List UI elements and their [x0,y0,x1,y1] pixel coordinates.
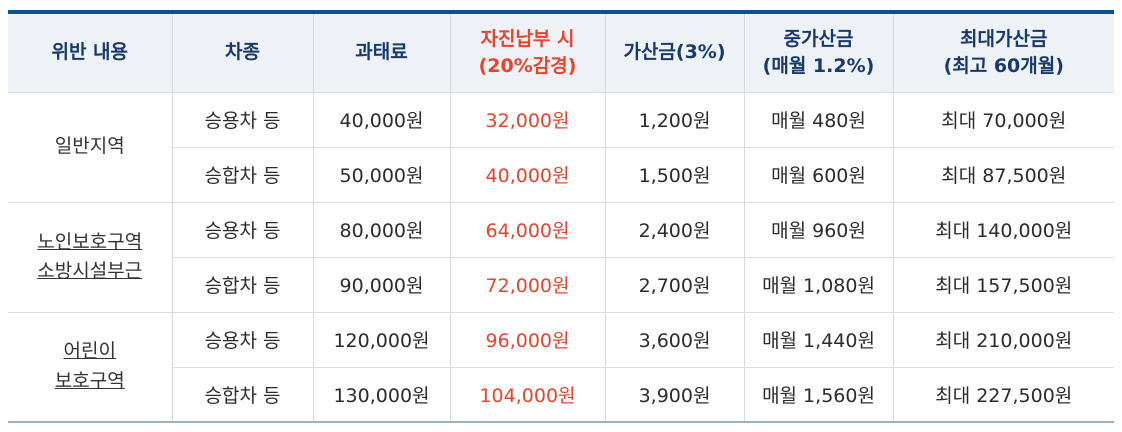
max-surcharge-cell: 최대 70,000원 [893,92,1114,148]
table-row: 어린이 보호구역 승용차 등 120,000원 96,000원 3,600원 매월 1,44… [8,312,1114,423]
vehicle-cell: 승용차 등 [172,312,314,368]
monthly-surcharge-cell: 매월 1,440원 [744,312,894,368]
table-row: 승합차 등 90,000원 72,000원 2,700원 매월 1,080원 최대 157… [8,257,1114,313]
column-header-fine-line: 과태료 [355,41,408,64]
column-header-violation: 위반 내용 [8,12,173,93]
table-header: 위반 내용 차종 과태료 자진납부 시 (20%감경) 가산금(3%) 중가산금 (매월 1.… [8,12,1114,93]
violation-zone-label[interactable]: 어린이 [63,340,116,363]
table-row: 승합차 등 130,000원 104,000원 3,900원 매월 1,560원 최대 2… [8,367,1114,423]
surcharge-cell: 3,600원 [605,312,745,368]
fine-cell: 120,000원 [313,312,451,368]
column-header-max: 최대가산금 (최고 60개월) [893,12,1114,93]
column-header-monthly: 중가산금 (매월 1.2%) [744,12,894,93]
column-header-vehicle-line: 차종 [225,41,260,64]
voluntary-payment-cell: 72,000원 [450,257,606,313]
vehicle-cell: 승합차 등 [172,367,314,423]
vehicle-cell: 승용차 등 [172,202,314,258]
page: { "colors": { "top_border": "#0c5190", "… [0,10,1122,432]
monthly-surcharge-cell: 매월 600원 [744,147,894,203]
table-body: 일반지역 승용차 등 40,000원 32,000원 1,200원 매월 480원 최대 7… [8,92,1114,423]
fine-cell: 90,000원 [313,257,451,313]
max-surcharge-cell: 최대 227,500원 [893,367,1114,423]
surcharge-cell: 1,500원 [605,147,745,203]
column-header-surcharge-line: 가산금(3%) [623,41,726,64]
vehicle-cell: 승합차 등 [172,257,314,313]
monthly-surcharge-cell: 매월 480원 [744,92,894,148]
violation-zone-label[interactable]: 보호구역 [54,369,125,392]
fine-cell: 80,000원 [313,202,451,258]
column-header-surcharge: 가산금(3%) [605,12,745,93]
column-header-max-line: 최대가산금 [960,28,1048,51]
column-header-voluntary-line: 자진납부 시 [480,28,575,51]
voluntary-payment-cell: 32,000원 [450,92,606,148]
max-surcharge-cell: 최대 157,500원 [893,257,1114,313]
column-header-max-line: (최고 60개월) [943,54,1064,77]
column-header-violation-line: 위반 내용 [51,41,129,64]
violation-zone-label[interactable]: 소방시설부근 [37,260,143,282]
monthly-surcharge-cell: 매월 960원 [744,202,894,258]
max-surcharge-cell: 최대 210,000원 [893,312,1114,368]
fine-cell: 40,000원 [313,92,451,148]
violation-zone-cell: 일반지역 [8,92,173,203]
max-surcharge-cell: 최대 87,500원 [893,147,1114,203]
fine-cell: 50,000원 [313,147,451,203]
table-row: 승합차 등 50,000원 40,000원 1,500원 매월 600원 최대 87,50… [8,147,1114,203]
monthly-surcharge-cell: 매월 1,560원 [744,367,894,423]
column-header-voluntary-line: (20%감경) [478,54,577,77]
column-header-vehicle: 차종 [172,12,314,93]
vehicle-cell: 승합차 등 [172,147,314,203]
monthly-surcharge-cell: 매월 1,080원 [744,257,894,313]
violation-zone-label: 일반지역 [54,135,125,158]
column-header-monthly-line: (매월 1.2%) [762,54,875,77]
table-row: 노인보호구역 소방시설부근 승용차 등 80,000원 64,000원 2,400원 매월 … [8,202,1114,313]
fine-table-container: 위반 내용 차종 과태료 자진납부 시 (20%감경) 가산금(3%) 중가산금 (매월 1.… [8,10,1114,423]
surcharge-cell: 3,900원 [605,367,745,423]
vehicle-cell: 승용차 등 [172,92,314,148]
fine-cell: 130,000원 [313,367,451,423]
surcharge-cell: 2,400원 [605,202,745,258]
surcharge-cell: 2,700원 [605,257,745,313]
column-header-monthly-line: 중가산금 [783,28,854,51]
header-row: 위반 내용 차종 과태료 자진납부 시 (20%감경) 가산금(3%) 중가산금 (매월 1.… [8,12,1114,93]
voluntary-payment-cell: 96,000원 [450,312,606,368]
table-row: 일반지역 승용차 등 40,000원 32,000원 1,200원 매월 480원 최대 7… [8,92,1114,203]
voluntary-payment-cell: 104,000원 [450,367,606,423]
column-header-fine: 과태료 [313,12,451,93]
voluntary-payment-cell: 64,000원 [450,202,606,258]
voluntary-payment-cell: 40,000원 [450,147,606,203]
surcharge-cell: 1,200원 [605,92,745,148]
parking-fine-table: 위반 내용 차종 과태료 자진납부 시 (20%감경) 가산금(3%) 중가산금 (매월 1.… [8,10,1114,423]
column-header-voluntary: 자진납부 시 (20%감경) [450,12,606,93]
max-surcharge-cell: 최대 140,000원 [893,202,1114,258]
violation-zone-label[interactable]: 노인보호구역 [37,230,143,253]
